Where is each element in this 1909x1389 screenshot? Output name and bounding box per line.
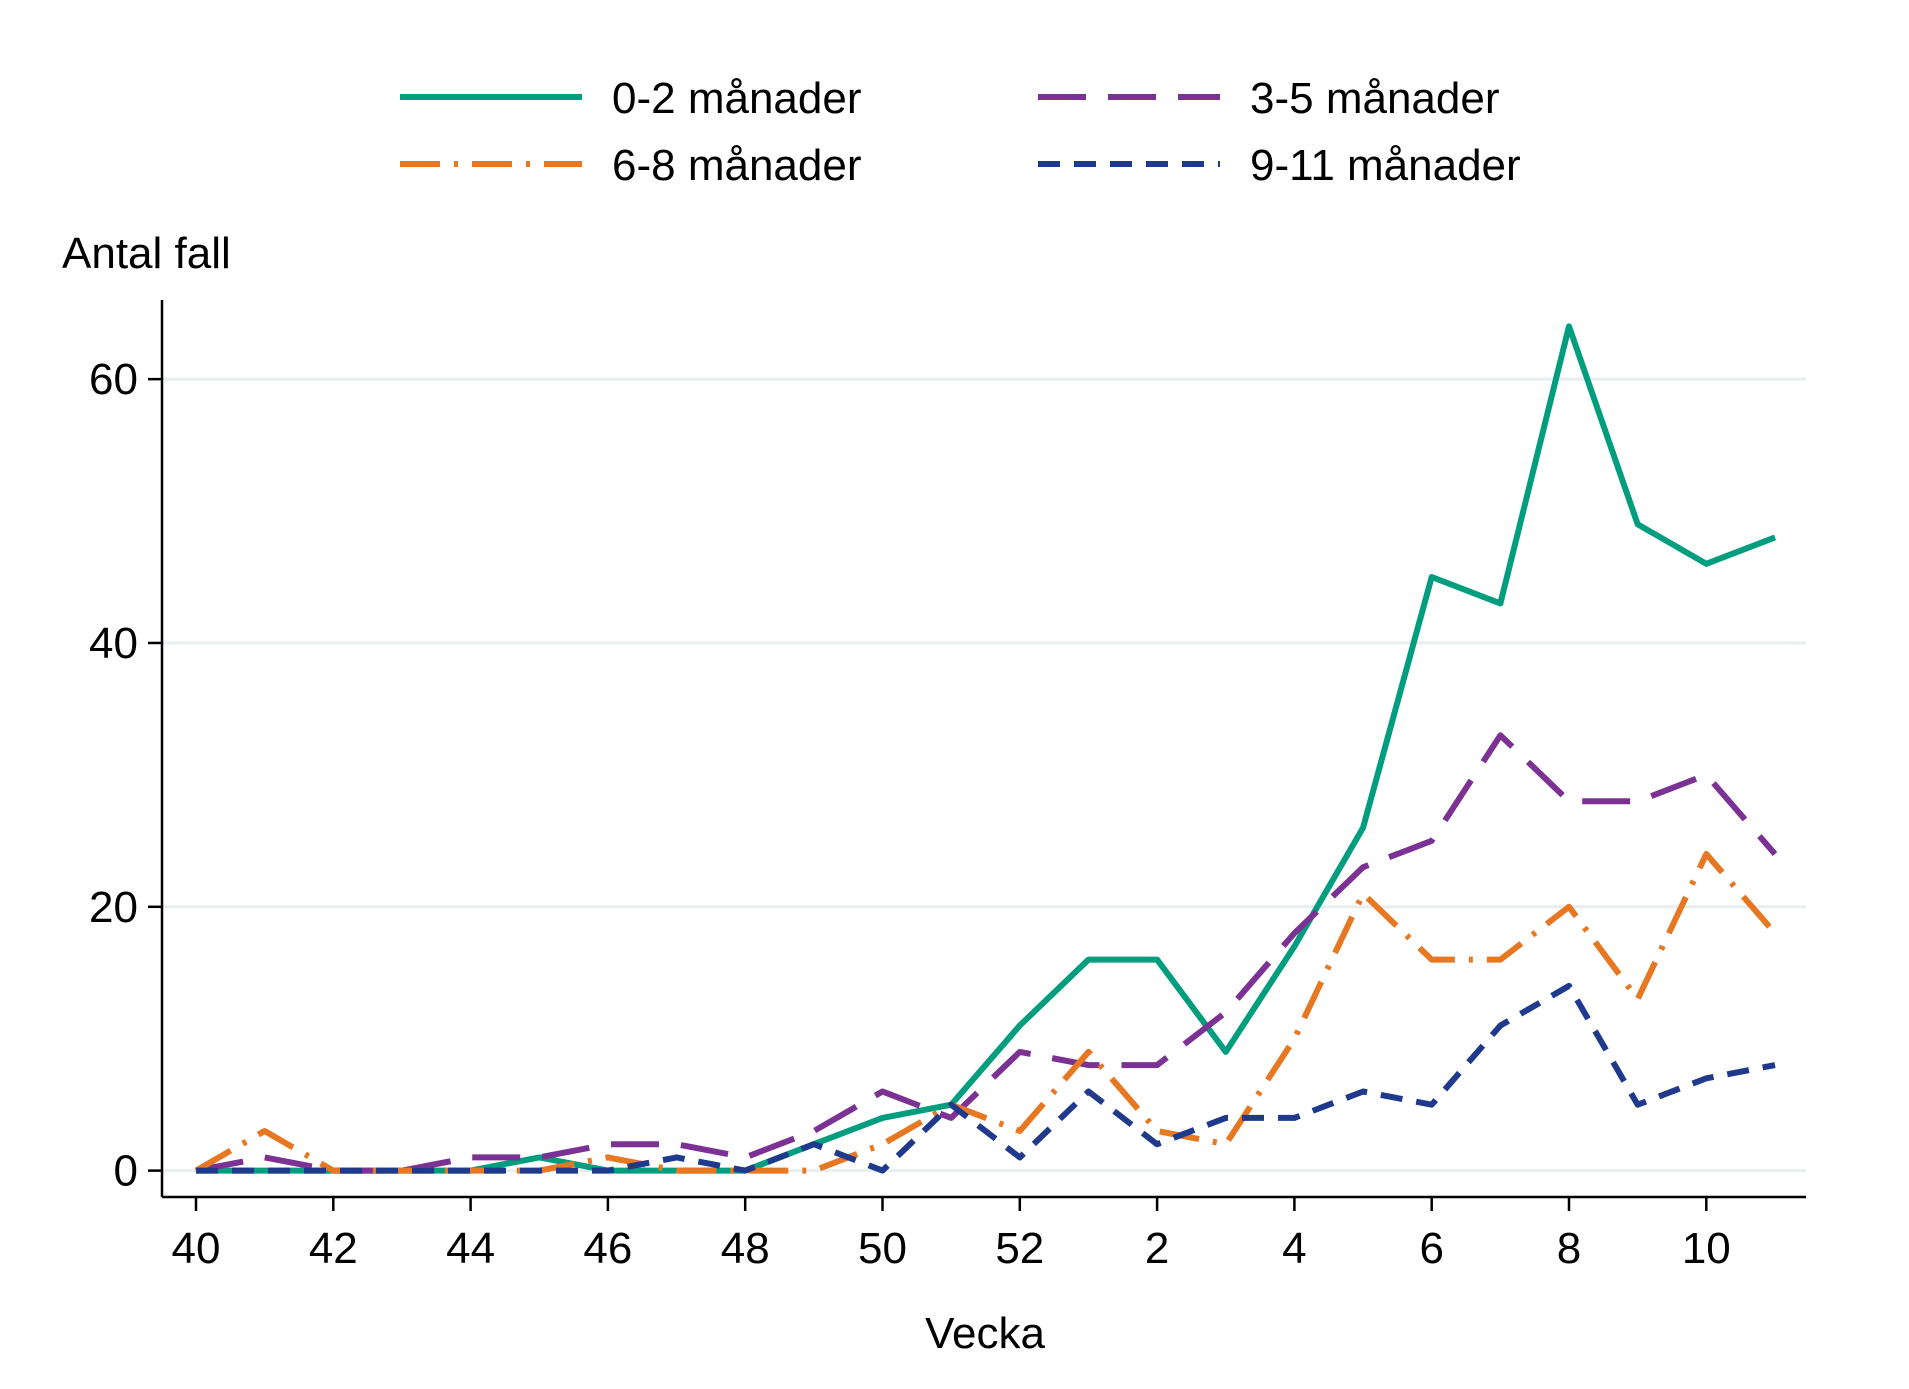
legend-label: 0-2 månader xyxy=(612,74,861,123)
x-tick-label: 42 xyxy=(309,1224,358,1273)
y-tick-label: 20 xyxy=(89,883,138,932)
y-tick-label: 0 xyxy=(114,1147,138,1196)
y-axis-label: Antal fall xyxy=(62,229,231,278)
legend-label: 6-8 månader xyxy=(612,141,861,190)
y-tick-label: 40 xyxy=(89,619,138,668)
legend: 0-2 månader 3-5 månader 6-8 månader 9-11 må… xyxy=(400,74,1521,190)
x-tick-label: 8 xyxy=(1557,1224,1581,1273)
series-line-1 xyxy=(196,323,1777,1174)
gridlines xyxy=(162,377,1806,1173)
x-tick-label: 46 xyxy=(583,1224,632,1273)
x-tick-label: 44 xyxy=(446,1224,495,1273)
legend-label: 9-11 månader xyxy=(1250,141,1521,190)
x-tick-label: 2 xyxy=(1145,1224,1169,1273)
legend-item-3: 6-8 månader xyxy=(400,141,861,190)
series-line-4 xyxy=(196,982,1776,1174)
x-tick-label: 10 xyxy=(1682,1224,1731,1273)
legend-item-1: 0-2 månader xyxy=(400,74,861,123)
legend-label: 3-5 månader xyxy=(1250,74,1499,123)
series-lines xyxy=(194,323,1778,1174)
series-line-3 xyxy=(194,851,1778,1174)
legend-item-2: 3-5 månader xyxy=(1038,74,1499,123)
x-tick-label: 48 xyxy=(721,1224,770,1273)
x-tick-label: 52 xyxy=(995,1224,1044,1273)
x-axis-label: Vecka xyxy=(925,1309,1045,1358)
x-tick-label: 6 xyxy=(1419,1224,1443,1273)
x-tick-label: 4 xyxy=(1282,1224,1306,1273)
x-tick-label: 40 xyxy=(172,1224,221,1273)
x-tick-label: 50 xyxy=(858,1224,907,1273)
y-tick-label: 60 xyxy=(89,355,138,404)
legend-item-4: 9-11 månader xyxy=(1038,141,1521,190)
series-line-2 xyxy=(195,732,1778,1174)
